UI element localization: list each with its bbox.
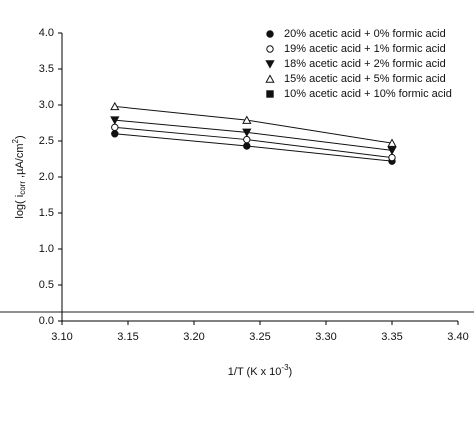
y-tick-label: 1.0 [39,243,54,255]
data-point [111,123,119,132]
y-tick-label: 2.0 [39,171,54,183]
data-point [387,138,397,147]
y-label-part: log( i [14,195,26,219]
data-point [110,101,120,111]
legend-marker [266,90,274,98]
data-point [111,130,119,138]
data-point [242,115,252,124]
y-tick-label: 0.0 [39,315,54,327]
y-tick-label: 3.5 [39,63,54,75]
y-axis-label: log( icorr ,µA/cm2) [11,135,27,218]
x-tick-label: 3.40 [447,331,468,343]
data-point [243,135,251,144]
x-label-part: ) [289,366,293,378]
legend-label: 19% acetic acid + 1% formic acid [284,43,446,55]
x-tick-label: 3.35 [381,331,402,343]
y-label-part: ) [14,135,26,139]
data-point [243,142,251,150]
legend-marker [265,74,275,83]
x-label-part: 1/T (K x 10 [228,366,282,378]
legend-label: 10% acetic acid + 10% formic acid [284,88,452,100]
x-label-sup: -3 [281,363,289,372]
y-label-sub: corr [18,181,27,195]
x-tick-label: 3.20 [183,331,204,343]
x-tick-label: 3.25 [249,331,270,343]
y-tick-label: 1.5 [39,207,54,219]
data-point [242,128,252,137]
x-tick-label: 3.10 [51,331,72,343]
y-tick-label: 0.5 [39,279,54,291]
legend-marker [265,60,275,69]
x-tick-label: 3.30 [315,331,336,343]
data-point [387,146,397,155]
legend-marker [266,30,274,38]
legend-marker [266,45,274,53]
x-axis-label: 1/T (K x 10-3) [228,363,292,378]
legend-label: 20% acetic acid + 0% formic acid [284,28,446,40]
legend-label: 18% acetic acid + 2% formic acid [284,58,446,70]
legend-label: 15% acetic acid + 5% formic acid [284,73,446,85]
y-label-sup: 2 [11,138,20,143]
data-point [388,153,396,162]
y-label-part: ,µA/cm [14,143,26,181]
y-tick-label: 4.0 [39,27,54,39]
y-tick-label: 2.5 [39,135,54,147]
data-point [110,116,120,125]
y-tick-label: 3.0 [39,99,54,111]
x-tick-label: 3.15 [117,331,138,343]
